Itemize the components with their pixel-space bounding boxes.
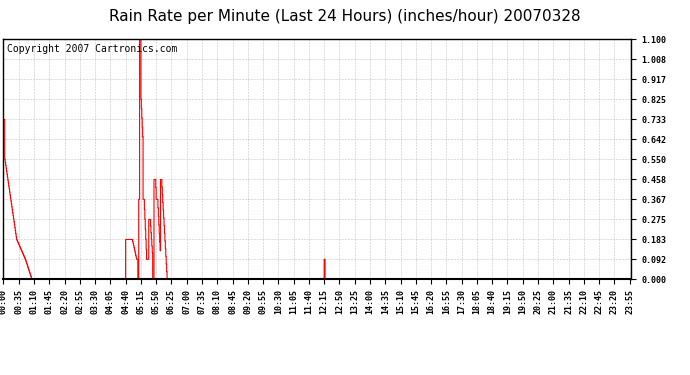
Text: Copyright 2007 Cartronics.com: Copyright 2007 Cartronics.com [7,44,177,54]
Text: Rain Rate per Minute (Last 24 Hours) (inches/hour) 20070328: Rain Rate per Minute (Last 24 Hours) (in… [109,9,581,24]
